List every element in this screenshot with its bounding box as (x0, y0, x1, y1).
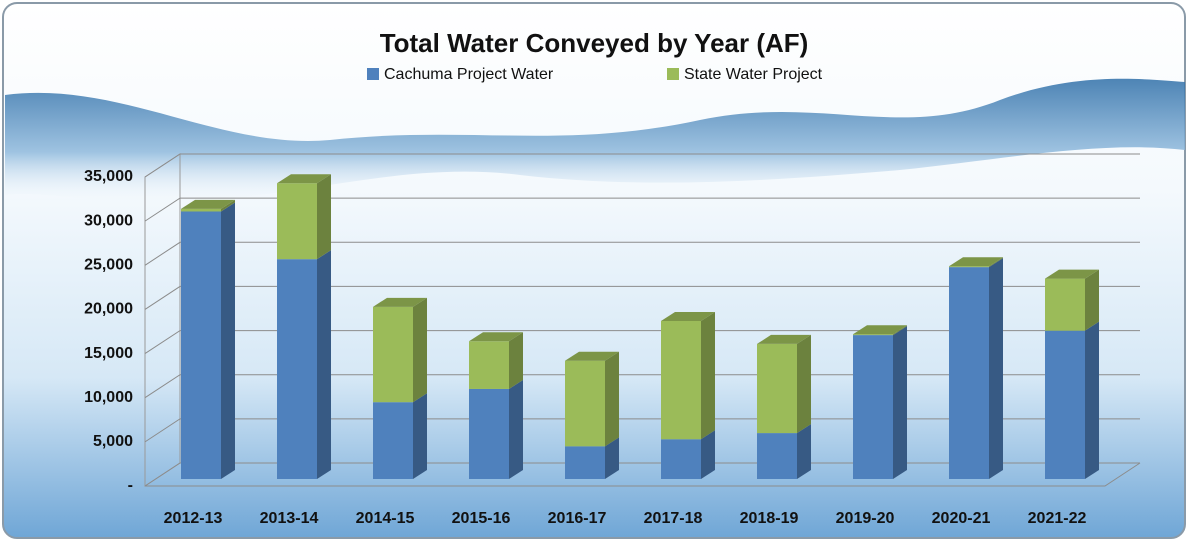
bar-side (413, 298, 427, 402)
bar-front (853, 334, 893, 335)
bar-side (413, 393, 427, 479)
bar-front (1045, 331, 1085, 479)
y-tick-label: 35,000 (84, 168, 133, 185)
bar-front (469, 341, 509, 389)
x-tick-label: 2017-18 (644, 510, 703, 527)
x-tick-label: 2014-15 (356, 510, 415, 527)
bar-side (989, 258, 1003, 479)
bar-side (797, 335, 811, 433)
x-tick-label: 2018-19 (740, 510, 799, 527)
y-tick-label: 25,000 (84, 257, 133, 274)
bar-side (221, 202, 235, 479)
y-tick-label: 30,000 (84, 212, 133, 229)
x-tick-label: 2012-13 (164, 510, 223, 527)
y-tick-label: 5,000 (93, 433, 133, 450)
x-tick-label: 2015-16 (452, 510, 511, 527)
bar-side (509, 380, 523, 479)
legend-swatch (667, 68, 679, 80)
bar-side (317, 174, 331, 259)
y-tick-label: 15,000 (84, 345, 133, 362)
bar-front (373, 402, 413, 479)
bar-front (565, 361, 605, 447)
bar-front (661, 321, 701, 439)
bar-front (373, 307, 413, 402)
x-tick-label: 2016-17 (548, 510, 607, 527)
bar-front (853, 335, 893, 479)
bar-front (757, 344, 797, 433)
bar-side (317, 250, 331, 479)
bar-front (949, 267, 989, 479)
legend-label: State Water Project (684, 66, 823, 83)
bar-front (277, 183, 317, 259)
y-tick-label: - (128, 477, 133, 494)
bar-front (661, 439, 701, 479)
bar-side (893, 326, 907, 479)
x-tick-label: 2013-14 (260, 510, 319, 527)
x-tick-label: 2019-20 (836, 510, 895, 527)
chart-title: Total Water Conveyed by Year (AF) (380, 28, 809, 58)
y-tick-label: 20,000 (84, 301, 133, 318)
x-tick-label: 2021-22 (1028, 510, 1087, 527)
x-tick-label: 2020-21 (932, 510, 991, 527)
y-tick-label: 10,000 (84, 389, 133, 406)
legend-swatch (367, 68, 379, 80)
bar-front (757, 433, 797, 479)
bar-side (509, 332, 523, 389)
bar-front (565, 446, 605, 479)
bar-front (1045, 279, 1085, 331)
bar-side (701, 312, 715, 439)
bar-side (605, 352, 619, 447)
bar-side (1085, 270, 1099, 331)
bar-front (277, 259, 317, 479)
chart: Total Water Conveyed by Year (AF) - 5,000… (0, 0, 1188, 541)
bar-front (181, 209, 221, 212)
bar-side (797, 424, 811, 479)
legend-label: Cachuma Project Water (384, 66, 554, 83)
bar-front (181, 211, 221, 479)
bar-front (949, 266, 989, 267)
bar-side (1085, 322, 1099, 479)
bar-front (469, 389, 509, 479)
